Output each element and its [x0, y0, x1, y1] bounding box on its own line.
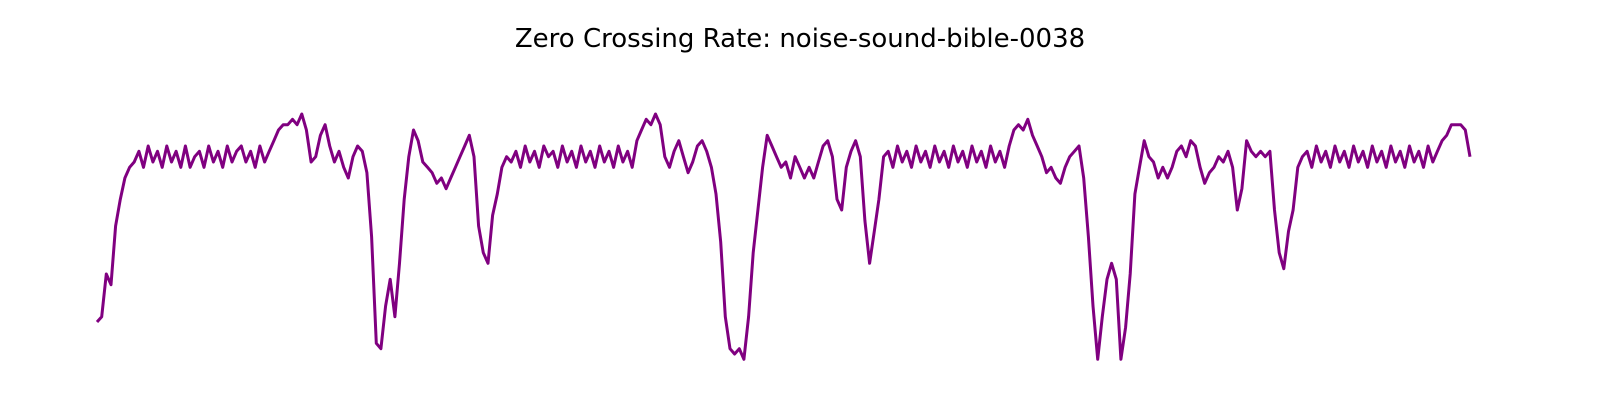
chart-title: Zero Crossing Rate: noise-sound-bible-00…: [514, 24, 1086, 54]
zcr-series-line-0: [95, 112, 1472, 361]
plot-area: [95, 112, 1472, 361]
